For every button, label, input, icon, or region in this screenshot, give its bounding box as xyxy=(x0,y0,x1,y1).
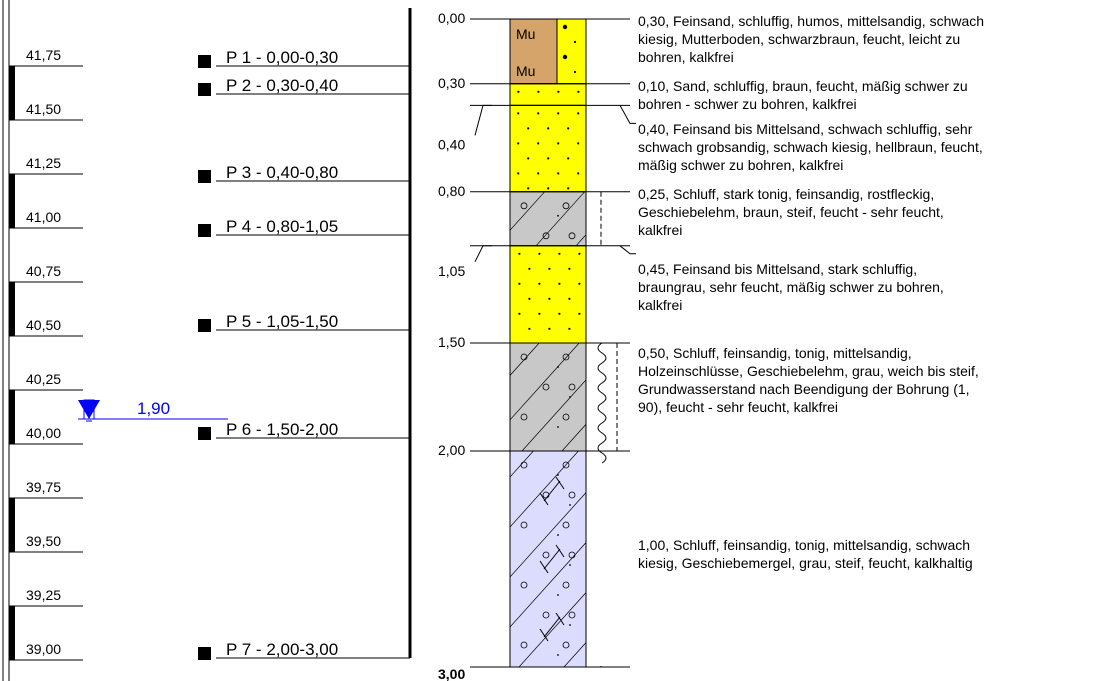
sample-marker xyxy=(198,170,211,183)
sample-marker xyxy=(198,427,211,440)
soil-layer-fill xyxy=(509,342,587,452)
sample-marker xyxy=(198,55,211,68)
consistency-wave xyxy=(597,342,607,464)
elevation-label: 41,25 xyxy=(26,155,61,171)
sample-label: P 5 - 1,05-1,50 xyxy=(226,312,338,331)
sample-marker xyxy=(198,319,211,332)
soil-layer-fill xyxy=(509,104,587,193)
soil-layer xyxy=(509,104,587,193)
layer-description: 0,10, Sand, schluffig, braun, feucht, mä… xyxy=(638,78,968,112)
elevation-label: 39,00 xyxy=(26,641,61,657)
depth-label: 0,40 xyxy=(438,136,465,152)
depth-leader xyxy=(474,104,492,136)
layer-description: 0,30, Feinsand, schluffig, humos, mittel… xyxy=(638,13,984,65)
scale-bar-segment xyxy=(9,282,15,336)
sample-label: P 6 - 1,50-2,00 xyxy=(226,420,338,439)
scale-bar-segment xyxy=(9,498,15,552)
soil-layer: Mu Mu xyxy=(509,18,587,85)
soil-layer-fill xyxy=(509,191,587,247)
elevation-label: 40,25 xyxy=(26,371,61,387)
soil-pattern xyxy=(517,112,580,190)
description-leader xyxy=(619,105,636,124)
elevation-label: 39,50 xyxy=(26,533,61,549)
elevation-label: 39,75 xyxy=(26,479,61,495)
soil-layer xyxy=(509,245,587,344)
layer-description: 1,00, Schluff, feinsandig, tonig, mittel… xyxy=(638,537,973,571)
soil-layer xyxy=(509,83,587,106)
scale-bar-segment xyxy=(9,174,15,228)
soil-pattern xyxy=(518,252,581,330)
groundwater-marker: 1,90 xyxy=(78,399,228,422)
depth-label: 0,80 xyxy=(438,183,465,199)
final-depth-label: 3,00 xyxy=(438,666,465,681)
soil-layer-fill xyxy=(509,450,587,668)
groundwater-triangle-icon xyxy=(78,400,100,419)
layer-description: 0,40, Feinsand bis Mittelsand, schwach s… xyxy=(638,121,983,173)
layer-description: 0,25, Schluff, stark tonig, feinsandig, … xyxy=(638,186,944,238)
soil-symbol: Mu xyxy=(516,63,535,79)
depth-label: 1,50 xyxy=(438,334,465,350)
description-leader xyxy=(619,245,636,255)
elevation-label: 41,50 xyxy=(26,101,61,117)
elevation-label: 40,00 xyxy=(26,425,61,441)
layer-description: 0,45, Feinsand bis Mittelsand, stark sch… xyxy=(638,261,944,313)
sample-label: P 3 - 0,40-0,80 xyxy=(226,163,338,182)
sample-label: P 7 - 2,00-3,00 xyxy=(226,640,338,659)
soil-pattern xyxy=(510,450,586,667)
elevation-label: 40,50 xyxy=(26,317,61,333)
soil-layer-fill xyxy=(509,245,587,344)
depth-labels: 0,00 0,30 0,40 0,80 1,05 1,50 2,00 3,00 xyxy=(438,10,630,681)
soil-pattern xyxy=(510,191,586,247)
layer-descriptions: 0,30, Feinsand, schluffig, humos, mittel… xyxy=(619,13,984,571)
elevation-label: 39,25 xyxy=(26,587,61,603)
scale-bar-segment xyxy=(9,606,15,660)
depth-label: 0,30 xyxy=(438,75,465,91)
soil-pattern xyxy=(510,342,586,452)
elevation-label: 41,00 xyxy=(26,209,61,225)
soil-column: Mu Mu xyxy=(509,18,618,668)
sample-label: P 1 - 0,00-0,30 xyxy=(226,48,338,67)
depth-label: 1,05 xyxy=(438,263,465,279)
soil-layer xyxy=(509,191,587,247)
depth-label: 2,00 xyxy=(438,442,465,458)
elevation-label: 41,75 xyxy=(26,47,61,63)
sample-column: P 1 - 0,00-0,30 P 2 - 0,30-0,40 P 3 - 0,40… xyxy=(198,8,412,660)
scale-bar-segment xyxy=(9,66,15,120)
sample-label: P 4 - 0,80-1,05 xyxy=(226,217,338,236)
soil-layer xyxy=(509,450,587,668)
depth-label: 0,00 xyxy=(438,10,465,26)
sample-marker xyxy=(198,83,211,96)
elevation-scale: 41,75 41,50 41,25 41,00 40,75 40,50 40,25 40,00… xyxy=(2,0,83,681)
scale-bar-segment xyxy=(9,390,15,444)
soil-layer-fill xyxy=(509,83,587,106)
sample-marker xyxy=(198,647,211,660)
groundwater-label: 1,90 xyxy=(137,399,170,418)
soil-pattern xyxy=(517,90,580,93)
layer-description: 0,50, Schluff, feinsandig, tonig, mittel… xyxy=(638,345,979,415)
depth-leader xyxy=(474,245,492,263)
soil-symbol: Mu xyxy=(516,26,535,42)
elevation-label: 40,75 xyxy=(26,263,61,279)
sample-label: P 2 - 0,30-0,40 xyxy=(226,76,338,95)
sample-marker xyxy=(198,224,211,237)
soil-layer xyxy=(509,342,587,452)
